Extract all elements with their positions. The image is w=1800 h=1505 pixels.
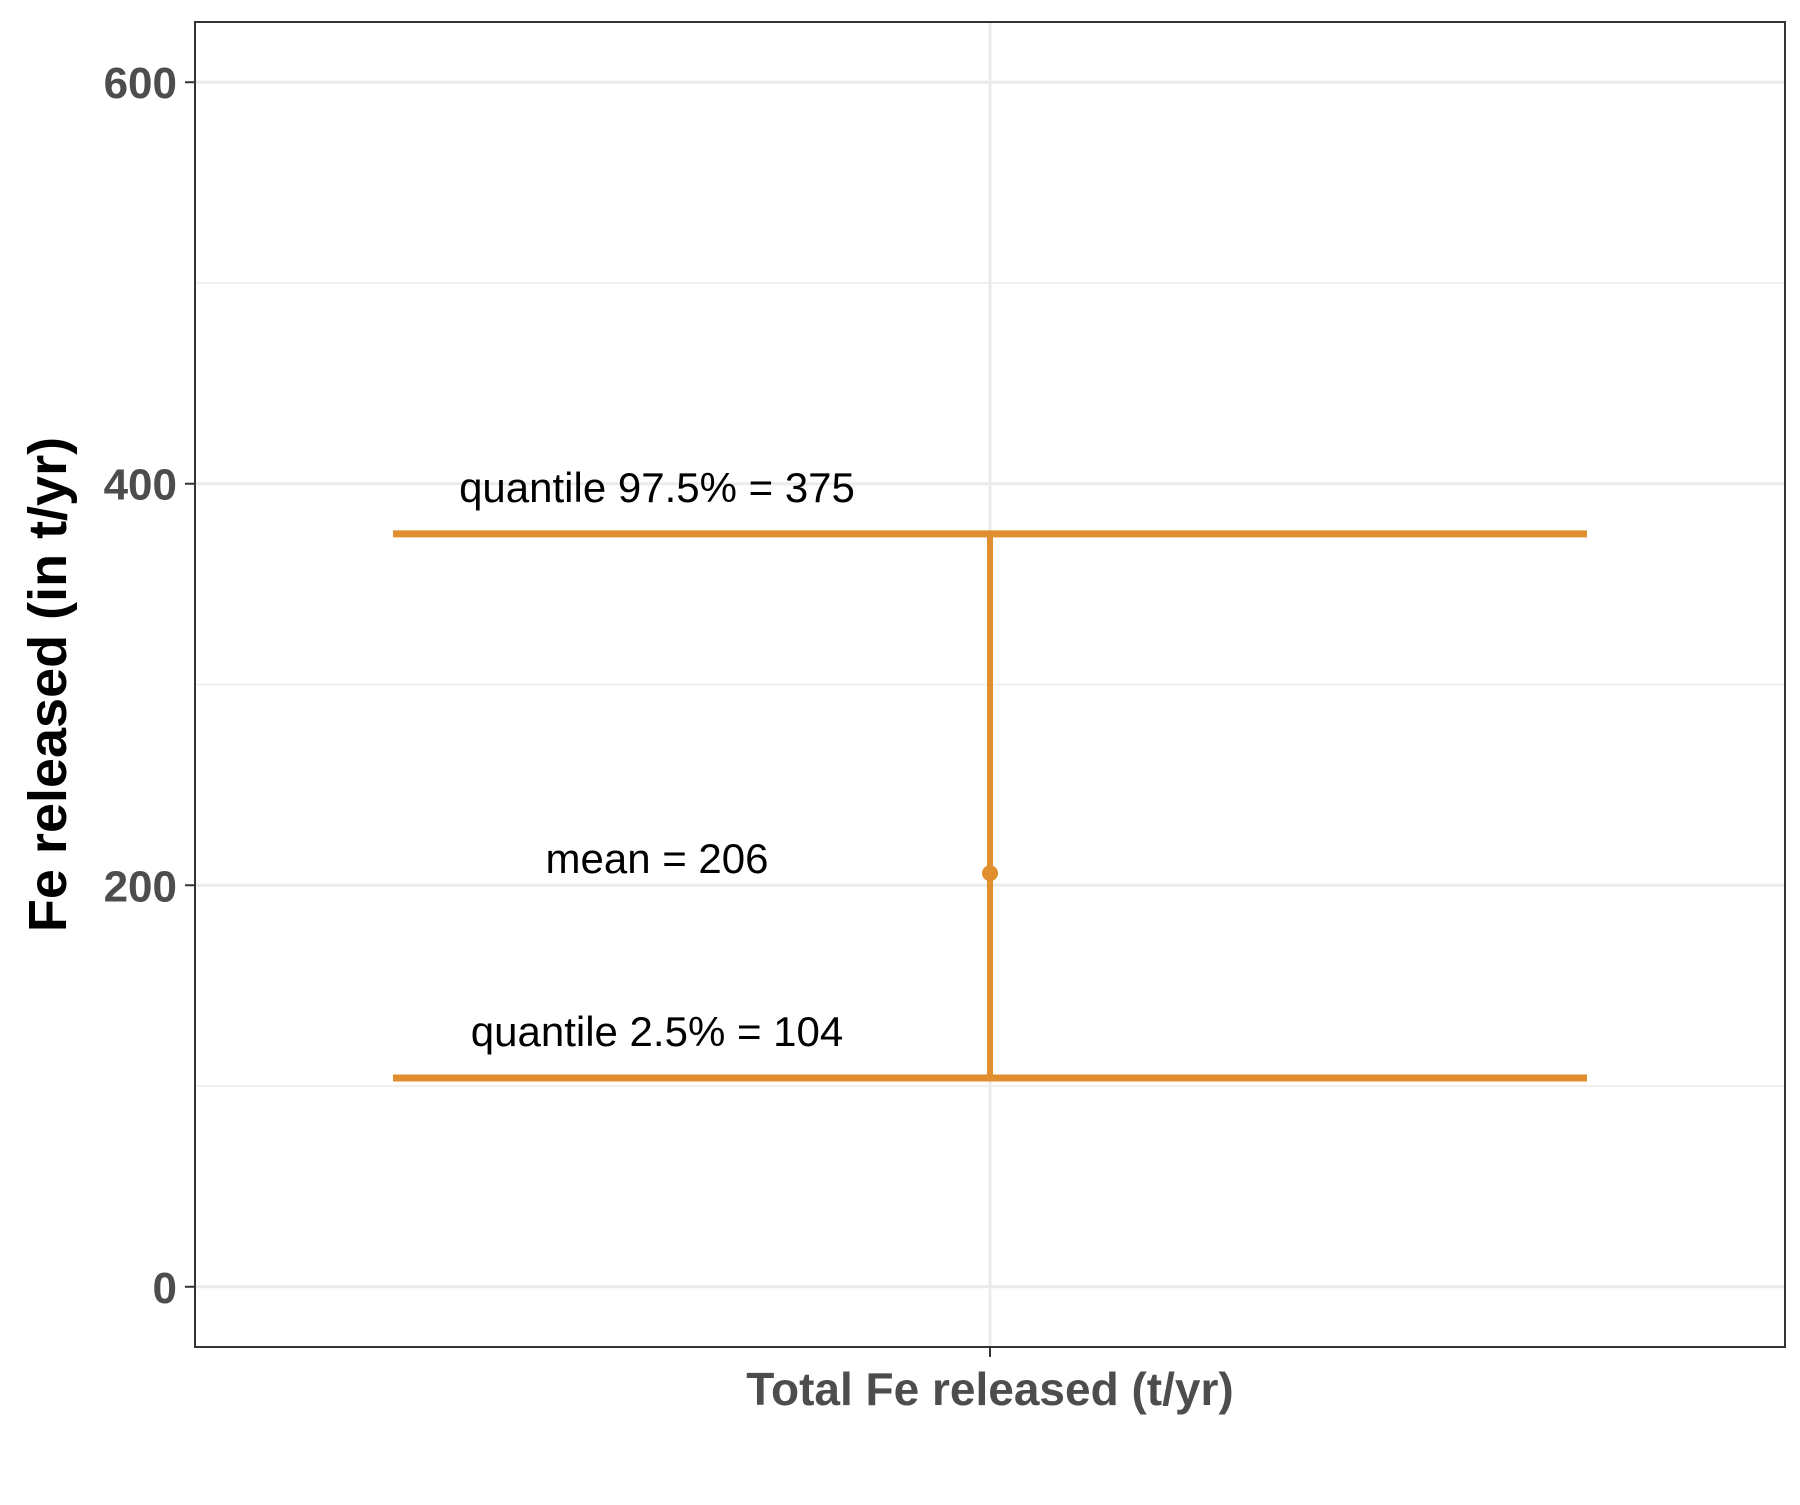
- y-tick-label: 200: [104, 862, 177, 911]
- series-layer: [393, 530, 1587, 1082]
- y-tick-label: 400: [104, 461, 177, 510]
- annotation-label: mean = 206: [545, 835, 768, 882]
- annotation-label: quantile 97.5% = 375: [459, 464, 855, 511]
- axis-layer: 0 200 400 600 Total Fe released (t/yr): [104, 59, 1234, 1415]
- x-tick-label: Total Fe released (t/yr): [746, 1363, 1233, 1415]
- mean-point: [982, 865, 998, 882]
- y-axis-title: Fe released (in t/yr): [18, 437, 78, 932]
- y-tick-label: 600: [104, 59, 177, 108]
- y-tick-label: 0: [153, 1264, 177, 1313]
- annotation-label: quantile 2.5% = 104: [471, 1008, 843, 1055]
- annotation-layer: quantile 97.5% = 375 mean = 206 quantile 2…: [459, 464, 855, 1055]
